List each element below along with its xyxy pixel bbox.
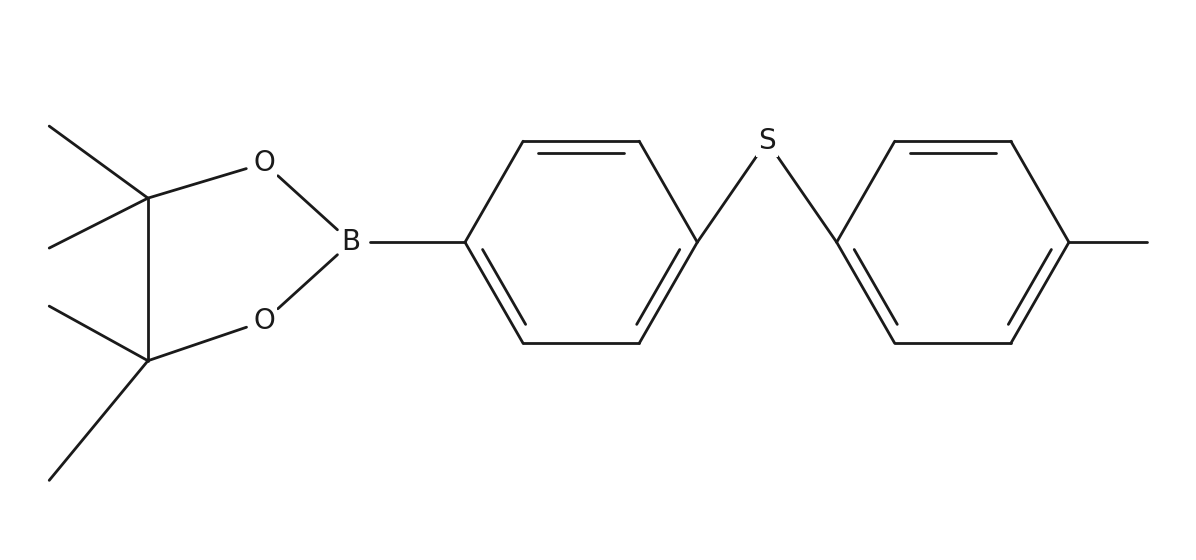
Text: O: O — [254, 307, 275, 335]
Text: S: S — [758, 127, 776, 155]
Text: O: O — [254, 150, 275, 178]
Text: B: B — [342, 228, 361, 256]
